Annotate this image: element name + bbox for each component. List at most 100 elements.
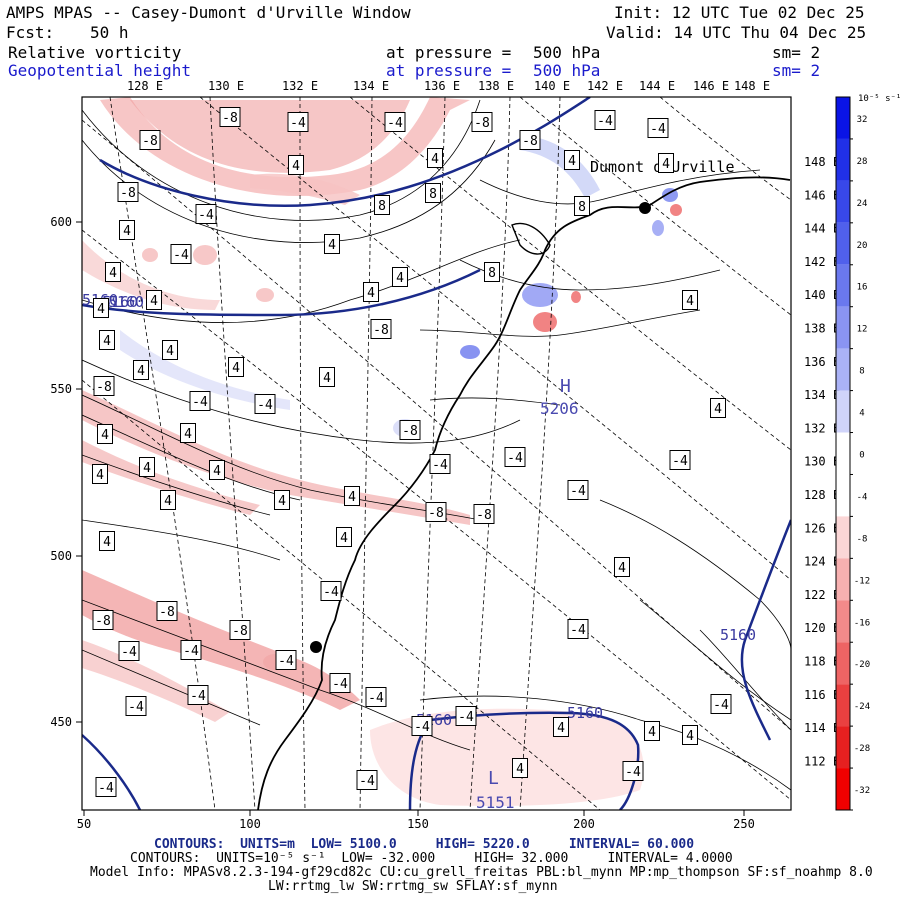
top-lon-label: 134 E	[353, 79, 389, 93]
vorticity-label-box	[658, 153, 674, 173]
vorticity-contour-label: 4	[164, 494, 172, 509]
right-lon-label: 112 E	[804, 754, 840, 768]
vorticity-contour-label: 4	[396, 271, 404, 286]
colorbar-label: 8	[859, 367, 864, 377]
vorticity-label-box	[567, 619, 589, 639]
vorticity-label-box	[644, 721, 660, 741]
height-contour-label: 5160	[567, 704, 603, 722]
vorticity-label-box	[594, 110, 616, 130]
vorticity-contour-label: -4	[570, 623, 586, 638]
right-lon-label: 138 E	[804, 322, 840, 336]
colorbar-label: -32	[854, 786, 870, 796]
vorticity-contour-label: 8	[378, 199, 386, 214]
casey-station-marker	[310, 641, 322, 653]
height-label-layer: 516051605160516051605160	[82, 291, 756, 729]
vorticity-label-box	[97, 424, 113, 444]
vorticity-label-box	[682, 290, 698, 310]
vorticity-label-box	[336, 527, 352, 547]
vorticity-label-box	[189, 391, 211, 411]
vort-contour-high: HIGH= 32.000	[474, 851, 569, 866]
model-info-line2: LW:rrtmg_lw SW:rrtmg_sw SFLAY:sf_mynn	[268, 879, 558, 894]
top-lon-label: 138 E	[478, 79, 514, 93]
vorticity-label-box	[274, 490, 290, 510]
vorticity-label-box	[682, 725, 698, 745]
vorticity-label-box	[92, 610, 114, 630]
colorbar-label: -4	[857, 492, 868, 502]
vorticity-contour-label: 4	[323, 371, 331, 386]
vorticity-contour-label: 4	[568, 154, 576, 169]
vorticity-label-box	[473, 504, 495, 524]
vorticity-label-box	[99, 531, 115, 551]
colorbar-swatch	[836, 180, 850, 223]
vorticity-contour-label: 4	[96, 468, 104, 483]
forecast-hours: 50 h	[90, 23, 129, 42]
vorticity-contour-label: -4	[198, 208, 214, 223]
vorticity-contour-label: -4	[458, 710, 474, 725]
x-tick-label: 150	[407, 817, 429, 831]
vorticity-label-box	[553, 717, 569, 737]
vorticity-label-box	[329, 673, 351, 693]
field2-level: 500 hPa	[533, 61, 601, 80]
vorticity-contour-label: 4	[340, 531, 348, 546]
vorticity-contour-label: 4	[367, 286, 375, 301]
vorticity-contours	[82, 99, 791, 791]
right-lon-label: 146 E	[804, 188, 840, 202]
vorticity-contour-label: 8	[488, 266, 496, 281]
vorticity-contour-label: -4	[650, 122, 666, 137]
vorticity-label-box	[229, 620, 251, 640]
vort-contour-units: UNITS=10⁻⁵ s⁻¹	[216, 851, 326, 866]
vorticity-label-box	[710, 398, 726, 418]
colorbar-swatch	[836, 600, 850, 643]
colorbar: 32 28 24 20 16 12 8 4 0 -4 -8 -12 -16 -20 -24 -28 -32	[835, 96, 870, 811]
colorbar-swatch	[836, 432, 850, 475]
vorticity-label-box	[187, 685, 209, 705]
init-time: Init: 12 UTC Tue 02 Dec 25	[614, 3, 865, 22]
valid-time: Valid: 14 UTC Thu 04 Dec 25	[606, 23, 867, 42]
coastline-island	[511, 222, 551, 255]
y-tick-label: 550	[50, 382, 72, 396]
vorticity-contour-label: 4	[714, 402, 722, 417]
vorticity-label-box	[425, 502, 447, 522]
vorticity-contour-label: -4	[278, 654, 294, 669]
vorticity-label-box	[471, 112, 493, 132]
vorticity-contour-label: -4	[625, 765, 641, 780]
right-lon-label: 136 E	[804, 355, 840, 369]
height-contour-label: CONTOURS:	[154, 837, 225, 852]
colorbar-label: 32	[857, 115, 868, 125]
vorticity-label-box	[170, 244, 192, 264]
vorticity-label-box	[254, 394, 276, 414]
right-lon-label: 128 E	[804, 488, 840, 502]
vorticity-contour-label: 4	[618, 561, 626, 576]
field1-name: Relative vorticity	[8, 43, 182, 62]
right-lon-label: 130 E	[804, 455, 840, 469]
height-contour-interval: INTERVAL= 60.000	[568, 837, 695, 852]
vorticity-contour-label: -4	[414, 720, 430, 735]
field1-level-label: at pressure =	[386, 43, 512, 62]
colorbar-swatch	[836, 558, 850, 601]
vorticity-contour-label: 4	[213, 464, 221, 479]
high-value: 5206	[540, 399, 579, 418]
vorticity-contour-label: 4	[431, 152, 439, 167]
colorbar-swatch	[836, 516, 850, 559]
colorbar-swatch	[836, 474, 850, 517]
height-contour-high: HIGH= 5220.0	[435, 837, 530, 852]
vort-contour-interval: INTERVAL= 4.0000	[607, 851, 733, 866]
vorticity-label-box	[567, 480, 589, 500]
colorbar-swatch	[836, 222, 850, 265]
colorbar-swatch	[836, 97, 850, 139]
vorticity-label-box	[288, 155, 304, 175]
colorbar-label: 28	[857, 157, 868, 167]
vorticity-label-box	[399, 420, 421, 440]
top-lon-label: 128 E	[127, 79, 163, 93]
vorticity-label-box	[118, 641, 140, 661]
dumont-durville-station-marker	[639, 202, 651, 214]
vorticity-contour-label: 4	[97, 302, 105, 317]
colorbar-swatch	[836, 138, 850, 181]
vorticity-contour-label: -4	[190, 689, 206, 704]
colorbar-label: 20	[857, 241, 868, 251]
right-lon-labels: 148 E 146 E 144 E 142 E 140 E 138 E 136 E 134 E…	[804, 155, 840, 768]
vorticity-contour-label: 4	[166, 344, 174, 359]
vorticity-label-box	[93, 376, 115, 396]
right-lon-label: 126 E	[804, 521, 840, 535]
